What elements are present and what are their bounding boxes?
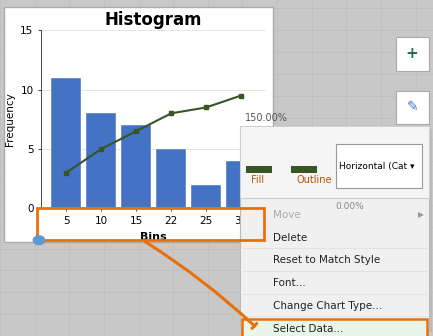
Text: Outline: Outline — [297, 175, 332, 185]
Text: Select Data...: Select Data... — [273, 324, 343, 334]
Text: ✎: ✎ — [407, 100, 418, 115]
Text: +: + — [406, 46, 419, 61]
Title: Histogram: Histogram — [105, 11, 203, 29]
Text: 150.00%: 150.00% — [245, 113, 288, 123]
Bar — [191, 184, 221, 208]
Text: 0.00%: 0.00% — [336, 202, 364, 211]
Text: Reset to Match Style: Reset to Match Style — [273, 255, 380, 265]
X-axis label: Bins: Bins — [140, 232, 167, 242]
Bar — [121, 125, 151, 208]
Text: Font...: Font... — [273, 278, 306, 288]
Text: Delete: Delete — [273, 233, 307, 243]
Bar — [86, 113, 116, 208]
Bar — [226, 161, 256, 208]
Text: Fill: Fill — [251, 175, 264, 185]
Text: Change Chart Type...: Change Chart Type... — [273, 301, 382, 311]
Bar — [156, 149, 186, 208]
Text: Move: Move — [273, 210, 301, 220]
Text: Horizontal (Cat ▾: Horizontal (Cat ▾ — [339, 162, 414, 171]
Text: ▶: ▶ — [418, 210, 424, 219]
Bar — [52, 78, 81, 208]
Y-axis label: Frequency: Frequency — [5, 92, 15, 146]
